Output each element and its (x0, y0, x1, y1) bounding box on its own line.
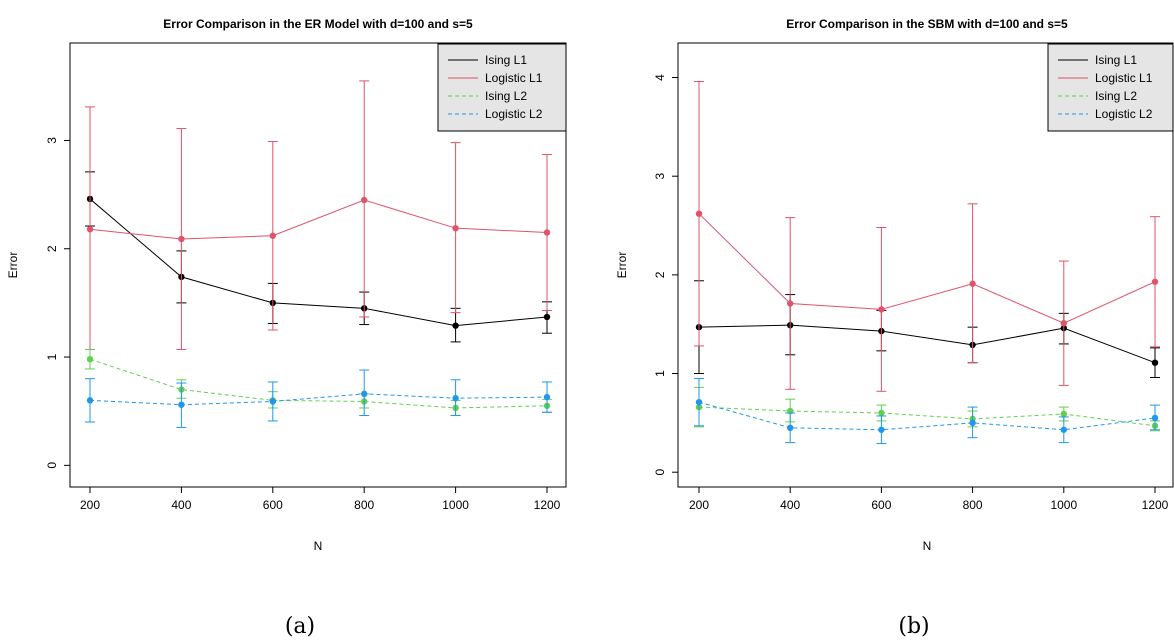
y-tick-label: 3 (45, 137, 59, 144)
series-line (698, 324, 1156, 364)
chart-a-plot-frame (69, 42, 567, 488)
chart-a-legend: Ising L1 Logistic L1 Ising L2 Logistic L2 (437, 43, 567, 132)
chart-a-y-axis: 0 1 2 3 (45, 137, 70, 469)
data-point (1060, 426, 1067, 433)
y-tick-label: 3 (653, 173, 667, 180)
data-point (86, 226, 94, 233)
data-point (269, 232, 276, 239)
data-point (269, 398, 276, 405)
data-point (452, 224, 459, 232)
legend-label: Logistic L1 (485, 71, 543, 85)
data-point (1151, 359, 1159, 366)
chart-b-marks (694, 80, 1160, 445)
data-point (86, 356, 94, 363)
x-tick-label: 200 (689, 498, 709, 512)
y-tick-label: 2 (653, 271, 667, 278)
data-point (452, 322, 459, 329)
data-point (1060, 320, 1067, 327)
series-line (698, 401, 1156, 431)
data-point (178, 235, 185, 243)
data-point (361, 390, 368, 398)
chart-b-y-label: Error (615, 252, 629, 279)
data-point (695, 398, 703, 406)
data-point (1060, 410, 1067, 418)
legend-box (437, 43, 567, 132)
chart-a-y-label: Error (6, 252, 20, 279)
y-tick-label: 4 (653, 74, 667, 81)
series-line (698, 406, 1156, 427)
data-point (1151, 278, 1159, 285)
chart-a-svg: Error Comparison in the ER Model with d=… (6, 17, 567, 639)
chart-a-marks (85, 80, 552, 428)
series-line (698, 213, 1156, 324)
legend-label: Ising L2 (485, 89, 527, 103)
x-tick-label: 1000 (1050, 498, 1077, 512)
chart-a-x-label: N (314, 539, 323, 553)
x-tick-label: 800 (354, 498, 374, 512)
data-point (361, 196, 368, 204)
legend-label: Ising L1 (485, 53, 527, 67)
series-line (89, 198, 548, 327)
chart-a-caption: (a) (285, 614, 315, 639)
data-point (1151, 414, 1159, 422)
data-point (878, 409, 885, 417)
legend-label: Ising L2 (1095, 89, 1137, 103)
chart-b-x-label: N (923, 539, 932, 553)
x-tick-label: 800 (963, 498, 983, 512)
chart-b-plot-frame (677, 42, 1174, 488)
chart-a-title: Error Comparison in the ER Model with d=… (163, 17, 473, 31)
series-line (89, 358, 548, 409)
y-tick-label: 1 (653, 370, 667, 377)
data-point (878, 306, 885, 313)
x-tick-label: 1200 (534, 498, 561, 512)
data-point (543, 393, 551, 401)
chart-b-caption: (b) (898, 614, 929, 639)
x-tick-label: 200 (80, 498, 100, 512)
y-tick-label: 2 (45, 245, 59, 252)
chart-b-title: Error Comparison in the SBM with d=100 a… (786, 17, 1068, 31)
series-line (89, 199, 548, 240)
chart-panel-a: Error Comparison in the ER Model with d=… (6, 17, 567, 639)
chart-b-svg: Error Comparison in the SBM with d=100 a… (615, 17, 1174, 639)
y-tick-label: 0 (45, 462, 59, 469)
y-tick-label: 0 (653, 469, 667, 476)
data-point (787, 300, 794, 307)
y-tick-label: 1 (45, 353, 59, 360)
data-point (452, 395, 459, 402)
legend-label: Logistic L2 (1095, 107, 1153, 121)
legend-label: Logistic L2 (485, 107, 543, 121)
chart-b-y-axis: 0 1 2 3 4 (653, 74, 678, 476)
x-tick-label: 1000 (442, 498, 469, 512)
data-point (543, 229, 551, 236)
data-point (787, 424, 794, 431)
legend-box (1047, 43, 1174, 132)
data-point (878, 426, 885, 433)
x-tick-label: 400 (171, 498, 191, 512)
data-point (695, 210, 703, 217)
data-point (86, 397, 94, 404)
legend-label: Ising L1 (1095, 53, 1137, 67)
data-point (178, 401, 185, 408)
legend-label: Logistic L1 (1095, 71, 1153, 85)
data-point (969, 419, 976, 427)
data-point (969, 280, 976, 287)
data-point (543, 313, 551, 321)
chart-b-legend: Ising L1 Logistic L1 Ising L2 Logistic L2 (1047, 43, 1174, 132)
chart-a-x-axis: 200 400 600 800 1000 1200 (80, 487, 561, 512)
x-tick-label: 600 (263, 498, 283, 512)
series-line (89, 393, 548, 406)
x-tick-label: 1200 (1142, 498, 1169, 512)
chart-panel-b: Error Comparison in the SBM with d=100 a… (587, 0, 1174, 641)
x-tick-label: 600 (871, 498, 891, 512)
chart-b-x-axis: 200 400 600 800 1000 1200 (689, 487, 1169, 512)
x-tick-label: 400 (780, 498, 800, 512)
